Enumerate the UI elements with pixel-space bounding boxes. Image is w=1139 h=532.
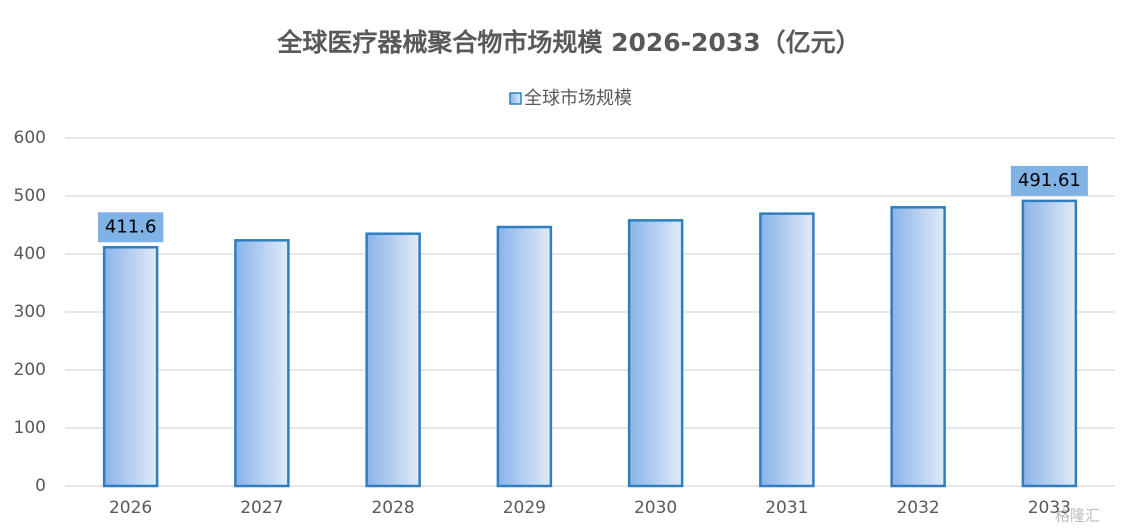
chart-title: 全球医疗器械聚合物市场规模 2026-2033（亿元）: [276, 28, 860, 57]
value-label-box: [97, 212, 164, 243]
bar: [102, 246, 159, 488]
x-tick-label: 2033: [1028, 498, 1071, 518]
bar: [1021, 199, 1078, 488]
bar: [365, 232, 421, 488]
value-label: 411.6: [105, 216, 157, 237]
bar: [234, 239, 290, 488]
x-tick-label: 2030: [634, 498, 677, 518]
x-tick-label: 2031: [765, 498, 808, 518]
value-label: 491.61: [1018, 170, 1081, 191]
y-tick-label: 100: [14, 418, 46, 438]
bar: [759, 212, 815, 488]
x-tick-label: 2027: [240, 498, 283, 518]
x-tick-label: 2032: [896, 498, 939, 518]
legend-label: 全球市场规模: [524, 88, 632, 109]
y-tick-label: 600: [14, 128, 46, 148]
legend-swatch: [509, 92, 522, 105]
value-label-box: [1010, 165, 1088, 196]
x-tick-label: 2028: [371, 498, 414, 518]
x-tick-label: 2029: [503, 498, 546, 518]
bar: [890, 206, 946, 488]
y-tick-label: 0: [35, 476, 46, 496]
y-tick-label: 500: [14, 186, 46, 206]
bar: [627, 219, 684, 488]
bar: [496, 225, 553, 488]
y-tick-label: 300: [14, 302, 46, 322]
y-tick-label: 200: [14, 360, 46, 380]
x-tick-label: 2026: [109, 498, 152, 518]
watermark: 格隆汇: [1055, 507, 1100, 525]
y-tick-label: 400: [14, 244, 46, 264]
